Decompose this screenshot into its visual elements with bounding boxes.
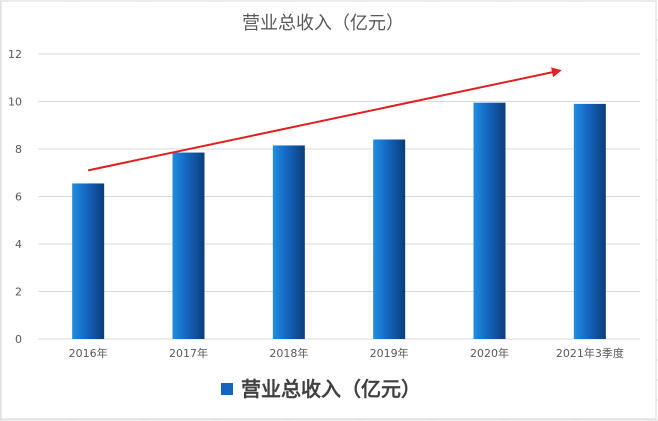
x-tick-label: 2021年3季度 [556,346,624,360]
bar [373,139,406,339]
y-tick-label: 10 [8,96,22,109]
x-axis-ticks: 2016年 2017年 2018年 2019年 2020年 2021年3季度 [69,346,624,360]
grid [38,53,640,340]
legend-swatch [221,383,233,395]
x-tick-label: 2017年 [169,346,208,360]
y-tick-label: 12 [8,48,22,61]
x-tick-label: 2018年 [269,346,308,360]
chart-title: 营业总收入（亿元） [242,13,404,34]
x-tick-label: 2019年 [370,346,409,360]
x-tick-label: 2020年 [470,346,509,360]
bar [172,152,205,339]
y-tick-label: 2 [15,286,22,299]
bar [573,103,606,339]
bar [72,183,105,339]
y-tick-label: 8 [15,143,22,156]
bar [473,102,506,339]
y-tick-label: 0 [15,333,22,346]
x-tick-label: 2016年 [69,346,108,360]
bar-series [72,102,606,339]
legend: 营业总收入（亿元） [221,377,421,401]
trend-arrow [87,67,562,172]
legend-label: 营业总收入（亿元） [241,377,421,401]
y-axis-ticks: 0 2 4 6 8 10 12 [8,48,22,346]
y-tick-label: 4 [15,238,22,251]
y-tick-label: 6 [15,191,22,204]
bar [272,145,305,339]
